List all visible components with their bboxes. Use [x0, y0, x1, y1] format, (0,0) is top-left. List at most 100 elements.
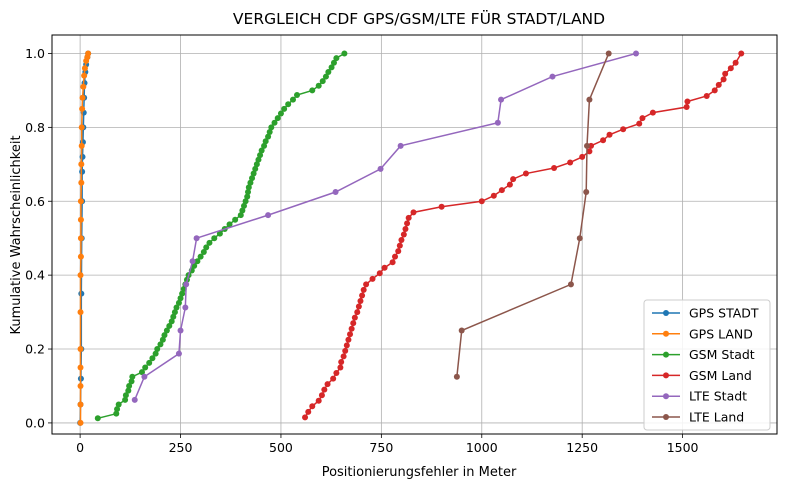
data-point [179, 290, 186, 297]
data-point [79, 153, 86, 160]
data-point [77, 216, 84, 223]
data-point [237, 212, 244, 219]
data-point [177, 295, 184, 302]
data-point [166, 322, 173, 329]
legend-marker [663, 310, 669, 316]
data-point [342, 347, 349, 354]
data-point [77, 272, 84, 279]
legend-item: GSM Stadt [652, 347, 755, 362]
data-point [149, 355, 156, 362]
data-point [249, 175, 256, 182]
data-point [226, 221, 233, 228]
data-point [266, 128, 273, 135]
data-point [271, 119, 278, 126]
data-point [392, 253, 399, 260]
data-point [340, 353, 347, 360]
data-point [551, 165, 558, 171]
data-point [600, 137, 607, 144]
chart-title: VERGLEICH CDF GPS/GSM/LTE FÜR STADT/LAND [233, 9, 605, 28]
data-point [576, 235, 583, 242]
data-point [77, 419, 84, 426]
data-point [649, 109, 656, 116]
data-point [85, 50, 92, 57]
data-point [189, 258, 196, 265]
data-point [141, 373, 148, 380]
data-point [138, 369, 145, 376]
data-point [128, 378, 135, 385]
y-tick-label: 0.8 [25, 120, 45, 135]
data-point [216, 230, 223, 237]
data-point [711, 87, 718, 94]
data-point [341, 50, 348, 57]
data-point [586, 148, 593, 155]
data-point [458, 327, 465, 334]
data-point [309, 403, 316, 410]
data-point [250, 170, 257, 177]
data-point [94, 415, 101, 422]
legend-item: GPS LAND [652, 326, 753, 341]
data-point [114, 406, 121, 413]
data-point [77, 235, 84, 242]
legend-label: LTE Stadt [689, 389, 747, 404]
data-point [168, 318, 175, 325]
legend-item: LTE Stadt [652, 389, 747, 404]
data-point [405, 214, 412, 221]
data-point [77, 198, 84, 205]
data-point [161, 332, 168, 339]
data-point [396, 242, 403, 249]
data-point [79, 168, 86, 175]
data-point [200, 249, 207, 256]
data-point [738, 50, 745, 57]
data-point [684, 98, 691, 105]
y-tick-label: 0.0 [25, 415, 45, 430]
data-point [302, 414, 309, 421]
data-point [683, 104, 690, 111]
data-point [395, 248, 402, 255]
data-point [115, 401, 122, 408]
legend-box [643, 299, 771, 431]
legend-item: GSM Land [652, 368, 752, 383]
data-point [506, 181, 513, 188]
data-point [244, 193, 251, 200]
data-point [315, 82, 322, 89]
legend-label: GPS LAND [689, 326, 753, 341]
data-point [131, 396, 138, 403]
legend-marker [663, 372, 669, 379]
data-point [245, 189, 252, 196]
data-point [343, 342, 350, 349]
data-point [262, 138, 269, 145]
data-point [377, 165, 384, 172]
x-tick-label: 1250 [566, 440, 598, 455]
series-gsm-stadt [94, 50, 348, 422]
data-point [347, 331, 354, 338]
data-point [206, 239, 213, 246]
x-axis-label: Positionierungsfehler in Meter [322, 465, 517, 480]
data-point [77, 346, 84, 353]
data-point [77, 364, 84, 371]
data-point [357, 298, 364, 304]
data-point [381, 264, 388, 271]
data-point [239, 207, 246, 214]
data-point [397, 142, 404, 149]
data-point [579, 153, 586, 160]
data-point [363, 281, 370, 288]
data-point [338, 358, 345, 365]
data-point [78, 179, 85, 186]
data-point [146, 359, 153, 366]
legend-label: GPS STADT [689, 306, 759, 321]
legend-item: GPS STADT [652, 306, 759, 321]
x-tick-label: 750 [369, 440, 393, 455]
data-point [268, 124, 275, 131]
data-point [242, 198, 249, 205]
data-point [252, 165, 259, 172]
data-point [163, 327, 170, 334]
data-point [122, 396, 129, 403]
data-point [410, 209, 417, 216]
legend-label: GSM Land [689, 368, 752, 383]
y-axis-label: Kumulative Wahrscheinlichkeit [9, 135, 24, 334]
grid [52, 35, 777, 434]
series-line-lte-land [456, 53, 610, 377]
data-point [157, 341, 164, 348]
data-point [389, 259, 396, 266]
